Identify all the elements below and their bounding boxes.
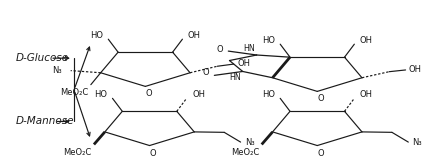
Text: OH: OH	[360, 36, 373, 45]
Text: HO: HO	[262, 90, 275, 99]
Text: OH: OH	[409, 65, 422, 74]
Text: N₃: N₃	[52, 66, 61, 75]
Text: OH: OH	[237, 59, 250, 68]
Text: HO: HO	[262, 36, 275, 45]
Text: MeO₂C: MeO₂C	[231, 148, 260, 157]
Text: O: O	[150, 149, 156, 158]
Text: HO: HO	[94, 90, 107, 99]
Text: MeO₂C: MeO₂C	[60, 88, 89, 97]
Text: D-Mannose: D-Mannose	[15, 116, 74, 127]
Text: D-Glucose: D-Glucose	[15, 53, 68, 63]
Text: OH: OH	[188, 31, 201, 40]
Text: O: O	[317, 94, 324, 103]
Text: O: O	[203, 68, 210, 77]
Text: O: O	[217, 45, 223, 54]
Text: N₃: N₃	[245, 138, 255, 147]
Text: HN: HN	[229, 73, 241, 82]
Text: HN: HN	[243, 44, 255, 53]
Text: OH: OH	[192, 90, 205, 99]
Text: N₃: N₃	[413, 138, 422, 147]
Text: OH: OH	[360, 90, 373, 99]
Text: MeO₂C: MeO₂C	[63, 148, 92, 157]
Text: HO: HO	[90, 31, 103, 40]
Text: O: O	[317, 149, 324, 158]
Text: O: O	[145, 89, 152, 98]
